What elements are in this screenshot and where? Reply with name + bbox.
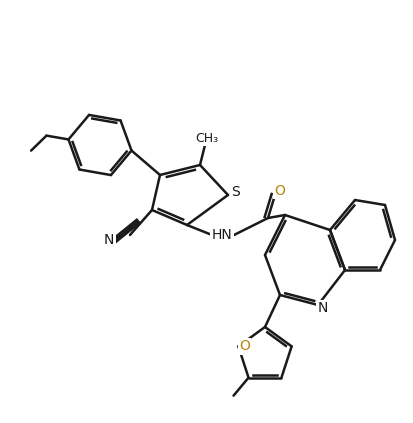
Text: N: N <box>104 233 114 247</box>
Text: S: S <box>232 185 240 199</box>
Text: CH₃: CH₃ <box>195 132 218 145</box>
Text: N: N <box>318 301 328 315</box>
Text: O: O <box>239 339 250 353</box>
Text: HN: HN <box>211 228 233 242</box>
Text: O: O <box>275 184 285 198</box>
